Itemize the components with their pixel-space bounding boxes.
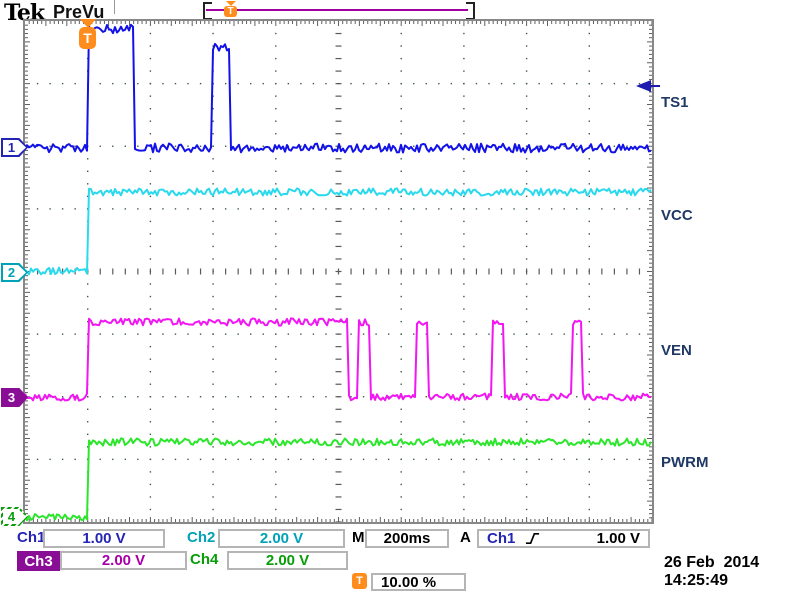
trigger-t-icon: T bbox=[224, 6, 237, 17]
header-divider bbox=[114, 0, 115, 14]
trigger-source: Ch1 bbox=[487, 530, 516, 547]
arrow-tail bbox=[651, 85, 660, 87]
trigger-position-readout: 10.00 % bbox=[371, 573, 466, 591]
ch2-scale-readout: 2.00 V bbox=[218, 529, 345, 548]
date-display: 26 Feb 2014 bbox=[664, 554, 760, 571]
waveform-ch3 bbox=[25, 317, 652, 402]
channel-number: 4 bbox=[7, 509, 16, 524]
trigger-level-arrow-icon[interactable] bbox=[636, 80, 660, 92]
acq-window-line bbox=[206, 9, 468, 11]
trigger-triangle-icon bbox=[79, 19, 96, 28]
channel-4-marker[interactable]: 4 bbox=[1, 507, 28, 526]
tag-body: 1 bbox=[3, 140, 26, 155]
signal-label-ven: VEN bbox=[661, 342, 692, 359]
trigger-level-value: 1.00 V bbox=[596, 530, 640, 547]
trigger-t-icon: T bbox=[352, 573, 367, 589]
trigger-point-marker[interactable]: T bbox=[79, 19, 96, 49]
channel-number: 1 bbox=[7, 140, 16, 155]
acq-window-right-bracket-icon bbox=[466, 2, 475, 20]
ch3-label-selected: Ch3 bbox=[17, 551, 60, 571]
waveform-ch1 bbox=[25, 23, 652, 154]
channel-1-marker[interactable]: 1 bbox=[1, 138, 28, 157]
trigger-triangle-icon bbox=[225, 1, 236, 6]
graticule bbox=[23, 19, 654, 524]
waveform-ch4 bbox=[25, 437, 652, 522]
channel-number: 3 bbox=[7, 390, 16, 405]
acq-window-left-bracket-icon bbox=[203, 2, 212, 20]
acquisition-mode-label: PreVu bbox=[53, 2, 105, 22]
trigger-t-icon: T bbox=[79, 27, 96, 49]
waveform-ch2 bbox=[25, 187, 652, 276]
tag-body: 2 bbox=[3, 265, 26, 280]
trigger-mode-label: A bbox=[460, 529, 471, 546]
arrow-head bbox=[636, 80, 651, 92]
signal-label-vcc: VCC bbox=[661, 207, 693, 224]
channel-2-marker[interactable]: 2 bbox=[1, 263, 28, 282]
ch1-label: Ch1 bbox=[17, 529, 46, 546]
rising-edge-icon bbox=[526, 532, 540, 545]
ch2-label: Ch2 bbox=[187, 529, 216, 546]
timebase-label: M bbox=[352, 529, 365, 546]
tag-body: 4 bbox=[3, 509, 26, 524]
timebase-readout: 200ms bbox=[365, 529, 449, 548]
channel-3-marker[interactable]: 3 bbox=[1, 388, 28, 407]
channel-number: 2 bbox=[7, 265, 16, 280]
ch3-scale-readout: 2.00 V bbox=[60, 551, 187, 570]
time-display: 14:25:49 bbox=[664, 572, 729, 589]
ch1-scale-readout: 1.00 V bbox=[43, 529, 165, 548]
signal-label-pwrm: PWRM bbox=[661, 454, 709, 471]
ch4-label: Ch4 bbox=[190, 551, 219, 568]
waveform-display bbox=[25, 21, 652, 522]
trigger-position-marker-top[interactable]: T bbox=[224, 1, 237, 17]
signal-label-ts1: TS1 bbox=[661, 94, 689, 111]
trigger-readout: Ch1 1.00 V bbox=[477, 529, 650, 548]
ch4-scale-readout: 2.00 V bbox=[227, 551, 348, 570]
tag-body: 3 bbox=[3, 390, 26, 405]
